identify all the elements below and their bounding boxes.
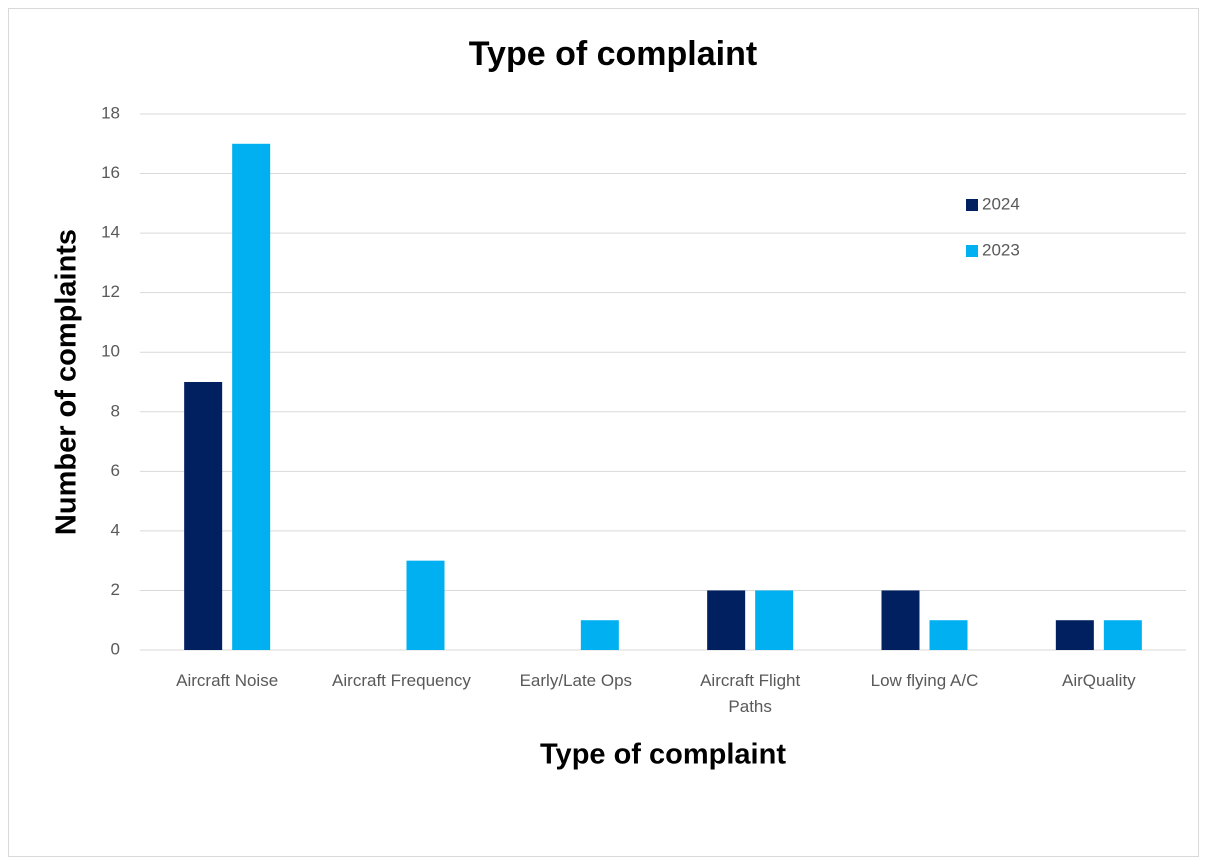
bar: [755, 590, 794, 650]
y-tick-label: 10: [101, 342, 120, 361]
y-tick-label: 6: [111, 461, 120, 480]
bar: [232, 143, 271, 650]
x-tick-label: Aircraft Noise: [176, 671, 279, 690]
x-tick-label: Low flying A/C: [870, 671, 979, 690]
bar: [1055, 620, 1094, 650]
y-tick-label: 2: [111, 580, 120, 599]
bar: [406, 560, 445, 650]
x-tick-label: Aircraft Flight Paths: [700, 671, 801, 716]
legend-label: 2023: [982, 240, 1020, 259]
y-axis-title: Number of complaints: [51, 229, 83, 535]
bar: [580, 620, 619, 650]
y-tick-label: 8: [111, 401, 120, 420]
bar: [1103, 620, 1142, 650]
y-tick-label: 4: [111, 520, 120, 539]
legend-label: 2024: [982, 194, 1020, 213]
bar: [184, 382, 223, 650]
y-tick-label: 0: [111, 639, 120, 658]
legend-swatch: [966, 199, 978, 211]
x-axis-title: Type of complaint: [540, 739, 786, 771]
x-tick-label: Aircraft Frequency: [332, 671, 471, 690]
legend-swatch: [966, 245, 978, 257]
y-tick-label: 16: [101, 163, 120, 182]
y-tick-label: 14: [101, 223, 120, 242]
bar: [929, 620, 968, 650]
bar: [707, 590, 746, 650]
y-tick-label: 18: [101, 103, 120, 122]
x-tick-label: AirQuality: [1061, 671, 1136, 690]
y-tick-label: 12: [101, 282, 120, 301]
x-tick-label: Early/Late Ops: [519, 671, 633, 690]
chart-title: Type of complaint: [469, 35, 757, 73]
bar: [881, 590, 920, 650]
